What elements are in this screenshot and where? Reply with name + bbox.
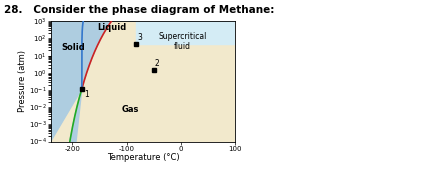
Y-axis label: Pressure (atm): Pressure (atm) (18, 50, 27, 112)
Text: Liquid: Liquid (97, 23, 126, 32)
Polygon shape (82, 0, 136, 89)
Text: Solid: Solid (62, 43, 85, 52)
Text: 3: 3 (137, 33, 142, 42)
Polygon shape (136, 21, 235, 44)
Text: 2: 2 (155, 59, 160, 68)
Text: 1: 1 (84, 90, 89, 99)
Polygon shape (51, 21, 83, 177)
Text: Gas: Gas (121, 105, 139, 114)
Text: 28.   Consider the phase diagram of Methane:: 28. Consider the phase diagram of Methan… (4, 5, 275, 15)
X-axis label: Temperature (°C): Temperature (°C) (106, 153, 180, 162)
Text: Supercritical
fluid: Supercritical fluid (158, 32, 207, 51)
